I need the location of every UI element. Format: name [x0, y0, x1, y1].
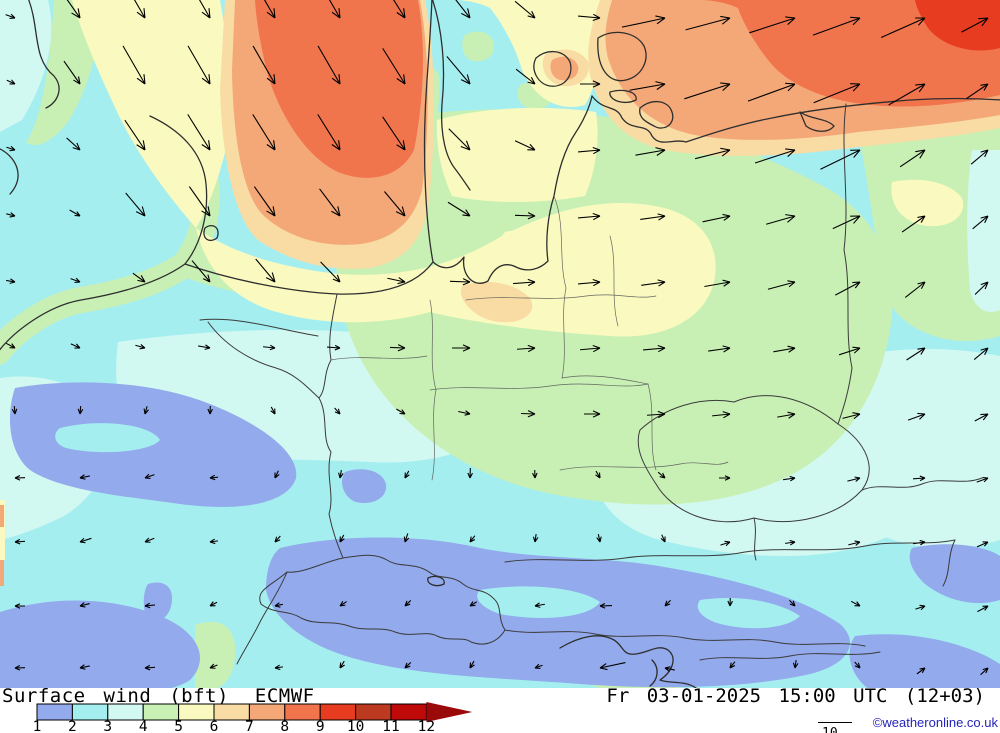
coastlines [0, 0, 1000, 688]
svg-text:2: 2 [68, 719, 77, 733]
svg-text:1: 1 [33, 719, 42, 733]
svg-text:8: 8 [280, 719, 289, 733]
svg-text:7: 7 [245, 719, 254, 733]
vector-scale-line [818, 722, 852, 723]
svg-text:10: 10 [347, 719, 364, 733]
wind-speed-scale: 1 2 3 4 5 6 7 8 9 10 11 12 [33, 702, 473, 733]
vector-scale-value: 10 [822, 726, 838, 733]
valid-time-label: Fr 03-01-2025 15:00 UTC (12+03) [606, 685, 985, 707]
copyright-link[interactable]: ©weatheronline.co.uk [872, 715, 998, 730]
svg-text:12: 12 [418, 719, 435, 733]
model-label: ECMWF [254, 685, 315, 707]
product-label: Surface wind (bft) [2, 685, 229, 707]
svg-text:11: 11 [382, 719, 399, 733]
wind-arrows [5, 0, 989, 676]
country-borders [199, 103, 983, 665]
svg-text:9: 9 [316, 719, 325, 733]
svg-text:3: 3 [103, 719, 112, 733]
wind-speed-fill-regions [0, 0, 1000, 688]
map-title: Surface wind (bft) ECMWF [2, 685, 315, 707]
svg-text:6: 6 [210, 719, 219, 733]
state-borders [330, 195, 729, 481]
weather-map [0, 0, 1000, 688]
svg-text:4: 4 [139, 719, 148, 733]
legend-bar: Surface wind (bft) ECMWF Fr 03-01-2025 15… [0, 685, 1000, 733]
svg-text:5: 5 [174, 719, 183, 733]
